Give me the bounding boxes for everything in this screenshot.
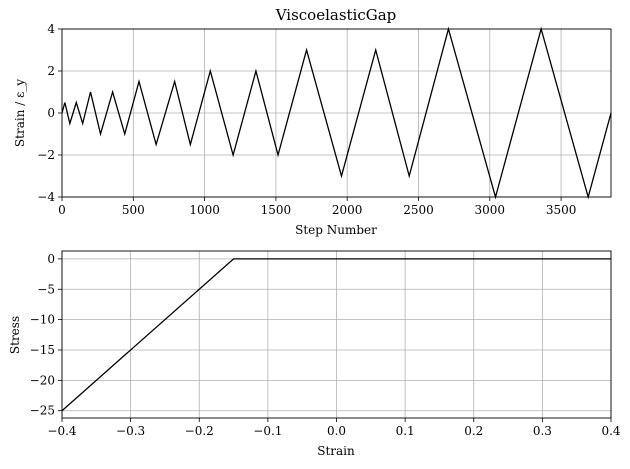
bottom-y-tick-label: −25 [30,404,55,418]
strain-vs-step-panel: ViscoelasticGap 0 500 1000 1500 2000 2500 3000… [13,6,612,237]
bottom-x-tick-label: 0.4 [601,424,620,438]
top-x-tick-label: 2500 [403,203,434,217]
bottom-y-axis-label: Stress [8,316,22,354]
top-x-tick-label: 3000 [475,203,506,217]
bottom-x-tick-label: 0.3 [533,424,552,438]
bottom-x-tick-label: 0.0 [327,424,346,438]
bottom-x-ticks: −0.4 −0.3 −0.2 −0.1 0.0 0.1 0.2 0.3 0.4 [47,418,621,438]
bottom-y-tick-label: 0 [47,252,55,266]
top-x-axis-label: Step Number [295,223,377,237]
top-y-tick-label: 4 [47,22,55,36]
top-x-tick-label: 0 [58,203,66,217]
top-x-tick-label: 500 [122,203,145,217]
bottom-grid [61,251,612,418]
bottom-x-tick-label: 0.2 [464,424,483,438]
strain-series-line [61,26,612,200]
top-x-tick-label: 2000 [332,203,363,217]
top-chart-title: ViscoelasticGap [275,6,397,24]
top-y-tick-label: −2 [37,148,55,162]
bottom-x-tick-label: −0.3 [116,424,145,438]
top-y-tick-label: 0 [47,106,55,120]
top-y-ticks: −4 −2 0 2 4 [37,22,62,204]
bottom-x-tick-label: 0.1 [396,424,415,438]
top-grid [61,28,611,198]
bottom-y-ticks: 0 −5 −10 −15 −20 −25 [30,252,62,418]
bottom-y-tick-label: −20 [30,373,55,387]
bottom-y-tick-label: −10 [30,313,55,327]
stress-vs-strain-panel: −0.4 −0.3 −0.2 −0.1 0.0 0.1 0.2 0.3 0.4 0 −5 −10 −1… [8,250,621,458]
bottom-x-tick-label: −0.2 [185,424,214,438]
top-x-tick-label: 1500 [261,203,292,217]
top-x-ticks: 0 500 1000 1500 2000 2500 3000 3500 [58,197,576,217]
top-y-tick-label: 2 [47,64,55,78]
top-y-axis-label: Strain / ε_y [13,79,27,147]
top-y-tick-label: −4 [37,190,55,204]
bottom-x-axis-label: Strain [317,444,355,458]
stress-series-line [61,258,611,412]
bottom-y-tick-label: −15 [30,343,55,357]
bottom-x-tick-label: −0.1 [253,424,282,438]
top-x-tick-label: 3500 [546,203,577,217]
bottom-y-tick-label: −5 [37,282,55,296]
top-x-tick-label: 1000 [189,203,220,217]
bottom-x-tick-label: −0.4 [47,424,77,438]
